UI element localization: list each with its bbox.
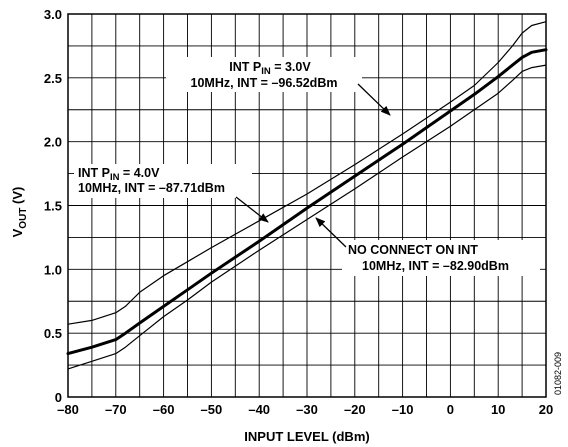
series-group <box>66 21 548 370</box>
x-tick-label: 10 <box>491 402 505 417</box>
y-axis-label-sub: OUT <box>18 208 29 229</box>
annotation-int-pin-3v: INT PIN = 3.0V 10MHz, INT = –96.52dBm <box>166 57 391 116</box>
x-tick-label: –70 <box>105 402 127 417</box>
x-tick-labels: –80 –70 –60 –50 –40 –30 –20 –10 0 10 20 <box>57 402 553 417</box>
annotation-int-pin-3v-bg <box>166 57 362 92</box>
x-tick-label: –30 <box>296 402 318 417</box>
x-tick-label: –80 <box>57 402 79 417</box>
y-tick-label: 2.5 <box>44 71 62 86</box>
annotation-int-pin-4v-line1: INT PIN = 4.0V <box>78 166 160 183</box>
y-axis-label: VOUT (V) <box>10 187 29 238</box>
annotation-int-pin-4v-bg <box>74 164 252 198</box>
y-tick-label: 1.5 <box>44 199 62 214</box>
x-tick-label: –50 <box>201 402 223 417</box>
annotation-int-pin-3v-arrow <box>357 83 391 116</box>
annotation-int-pin-4v-line1-sub: IN <box>110 172 120 183</box>
x-tick-label: –60 <box>153 402 175 417</box>
x-tick-label: –10 <box>392 402 414 417</box>
y-axis-label-main: V <box>10 228 25 237</box>
annotation-int-pin-3v-line1-post: = 3.0V <box>271 60 312 74</box>
x-tick-label: –20 <box>344 402 366 417</box>
x-tick-label: 0 <box>447 402 454 417</box>
plot-frame <box>67 13 547 398</box>
y-tick-label: 0 <box>55 390 62 405</box>
y-tick-label: 3.0 <box>44 7 62 22</box>
x-axis-label: INPUT LEVEL (dBm) <box>244 429 369 444</box>
y-tick-label: 1.0 <box>44 262 62 277</box>
figure-code: 01082-009 <box>553 352 563 395</box>
annotation-int-pin-4v-line1-post: = 4.0V <box>119 166 160 180</box>
annotation-int-pin-3v-line2: 10MHz, INT = –96.52dBm <box>191 76 338 90</box>
y-tick-label: 0.5 <box>44 326 62 341</box>
annotation-int-pin-3v-line1-pre: INT P <box>229 60 261 74</box>
x-tick-label: 20 <box>539 402 553 417</box>
series-line-3 <box>67 64 547 370</box>
annotation-no-connect-bg <box>342 240 540 276</box>
series-line-2 <box>66 48 548 356</box>
series-line-1 <box>67 21 547 325</box>
annotation-int-pin-3v-line1: INT PIN = 3.0V <box>229 60 311 77</box>
annotation-int-pin-4v-line2: 10MHz, INT = –87.71dBm <box>78 181 225 195</box>
x-tick-label: –40 <box>248 402 270 417</box>
annotation-int-pin-3v-line1-sub: IN <box>261 66 271 77</box>
annotation-no-connect-line1: NO CONNECT ON INT <box>348 243 478 257</box>
annotation-int-pin-4v: INT PIN = 4.0V 10MHz, INT = –87.71dBm <box>74 164 269 223</box>
annotation-int-pin-4v-line1-pre: INT P <box>78 166 110 180</box>
annotation-int-pin-4v-arrow <box>235 196 269 223</box>
y-tick-labels: 0 0.5 1.0 1.5 2.0 2.5 3.0 <box>44 7 62 405</box>
annotation-no-connect-arrow <box>315 217 347 248</box>
y-axis-label-unit: (V) <box>10 187 25 208</box>
annotation-no-connect-line2: 10MHz, INT = –82.90dBm <box>362 259 509 273</box>
annotation-no-connect: NO CONNECT ON INT 10MHz, INT = –82.90dBm <box>315 217 540 276</box>
y-tick-label: 2.0 <box>44 135 62 150</box>
